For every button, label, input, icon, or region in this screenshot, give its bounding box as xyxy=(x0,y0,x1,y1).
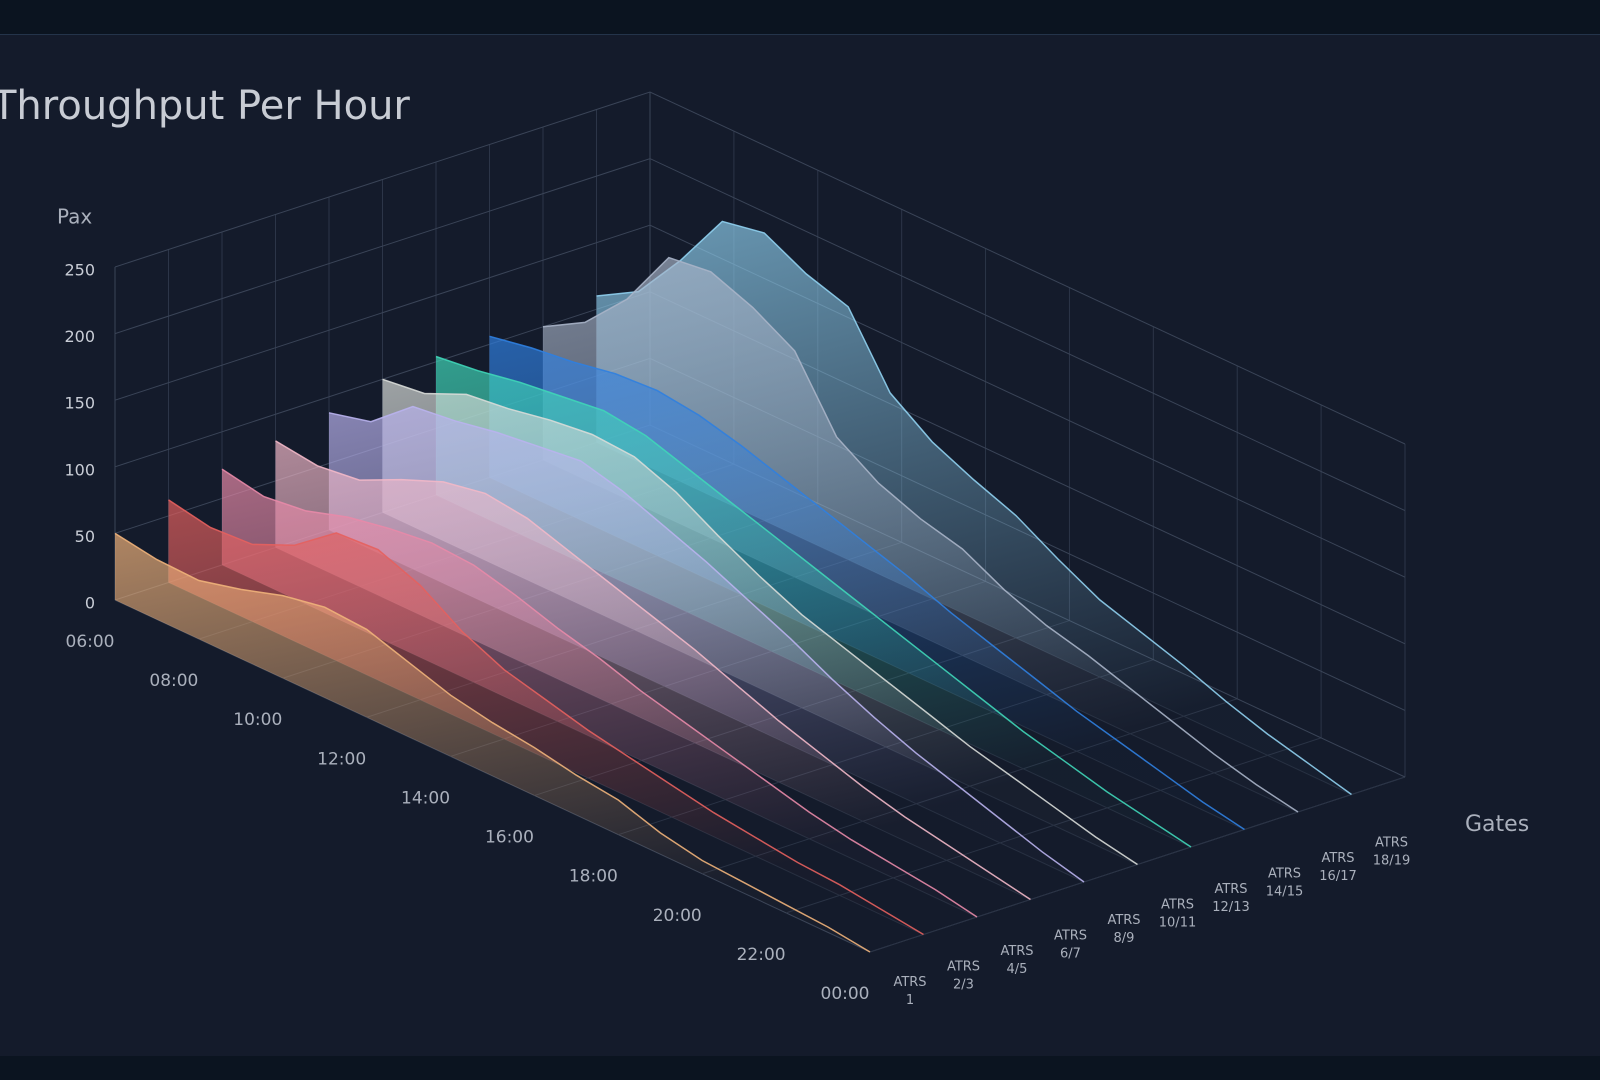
legend-label-line: ATRS xyxy=(1161,897,1194,912)
legend-label-line: ATRS xyxy=(947,959,980,974)
legend-label-line: ATRS xyxy=(1107,913,1140,928)
legend-label: ATRS 12/13 xyxy=(1212,882,1249,915)
legend-label-line: 10/11 xyxy=(1159,915,1196,930)
x-tick-label: 12:00 xyxy=(317,749,366,769)
legend-label: ATRS 6/7 xyxy=(1054,928,1087,961)
y-tick-label: 250 xyxy=(64,261,95,280)
ridge-line xyxy=(168,499,924,936)
ridge-line xyxy=(542,256,1299,813)
legend-label-line: 4/5 xyxy=(1007,962,1028,977)
legend-label: ATRS 1 xyxy=(893,975,926,1008)
ridge-area xyxy=(489,336,1245,830)
ridge-line xyxy=(221,468,978,918)
legend-label-line: ATRS xyxy=(1268,866,1301,881)
legend-label-line: ATRS xyxy=(1214,882,1247,897)
legend-label-line: 8/9 xyxy=(1114,931,1135,946)
ridges xyxy=(114,220,1352,953)
legend-label-line: ATRS xyxy=(1054,928,1087,943)
z-axis-title: Gates xyxy=(1465,812,1529,837)
top-bar xyxy=(0,0,1600,34)
ridge-area xyxy=(543,257,1298,813)
y-tick-label: 200 xyxy=(64,327,95,346)
legend-label-line: ATRS xyxy=(893,975,926,990)
y-tick-label: 100 xyxy=(64,460,95,479)
x-tick-label: 10:00 xyxy=(233,710,282,730)
axis-labels: 0 50 100 150 200 250 06:00 08:00 10:00 12:00 14:00… xyxy=(64,261,1410,1008)
chart-title: Throughput Per Hour xyxy=(0,83,410,129)
legend-label: ATRS 8/9 xyxy=(1107,913,1140,946)
legend-label: ATRS 18/19 xyxy=(1373,835,1410,868)
ridge-area xyxy=(275,440,1031,900)
legend-label-line: 16/17 xyxy=(1319,869,1356,884)
ridge-line xyxy=(489,335,1245,831)
legend-label-line: ATRS xyxy=(1321,851,1354,866)
legend-label-line: 12/13 xyxy=(1212,900,1249,915)
ridge-line xyxy=(382,378,1138,866)
legend-label-line: 6/7 xyxy=(1060,946,1081,961)
legend-label-line: 14/15 xyxy=(1266,884,1303,899)
y-tick-label: 0 xyxy=(85,594,95,613)
bottom-bar xyxy=(0,1056,1600,1080)
legend-label: ATRS 4/5 xyxy=(1000,944,1033,977)
y-tick-label: 150 xyxy=(64,394,95,413)
ridge-line xyxy=(435,355,1192,848)
x-tick-label: 06:00 xyxy=(66,632,115,652)
x-tick-label: 16:00 xyxy=(485,828,534,848)
y-axis-title: Pax xyxy=(57,205,92,229)
grid-line xyxy=(114,158,1406,512)
legend-label-line: 2/3 xyxy=(953,977,974,992)
grid-line xyxy=(114,91,1406,445)
x-tick-label: 14:00 xyxy=(401,788,450,808)
legend-label: ATRS 2/3 xyxy=(947,959,980,992)
ridge-line xyxy=(596,220,1352,796)
legend-label-line: ATRS xyxy=(1375,835,1408,850)
legend-label-line: ATRS xyxy=(1000,944,1033,959)
x-tick-label: 20:00 xyxy=(653,906,702,926)
legend-label: ATRS 14/15 xyxy=(1266,866,1303,899)
ridge-line xyxy=(328,405,1085,883)
legend-label-line: 18/19 xyxy=(1373,853,1410,868)
x-tick-label: 08:00 xyxy=(149,671,198,691)
legend-label: ATRS 10/11 xyxy=(1159,897,1196,930)
x-tick-label: 18:00 xyxy=(569,867,618,887)
legend-label-line: 1 xyxy=(906,993,914,1008)
legend-label: ATRS 16/17 xyxy=(1319,851,1356,884)
y-tick-label: 50 xyxy=(75,527,95,546)
x-tick-label: 00:00 xyxy=(821,984,870,1004)
x-tick-label: 22:00 xyxy=(737,945,786,965)
grid-line xyxy=(114,224,1406,578)
ridge-line xyxy=(275,440,1031,901)
ridge-line xyxy=(114,532,871,953)
